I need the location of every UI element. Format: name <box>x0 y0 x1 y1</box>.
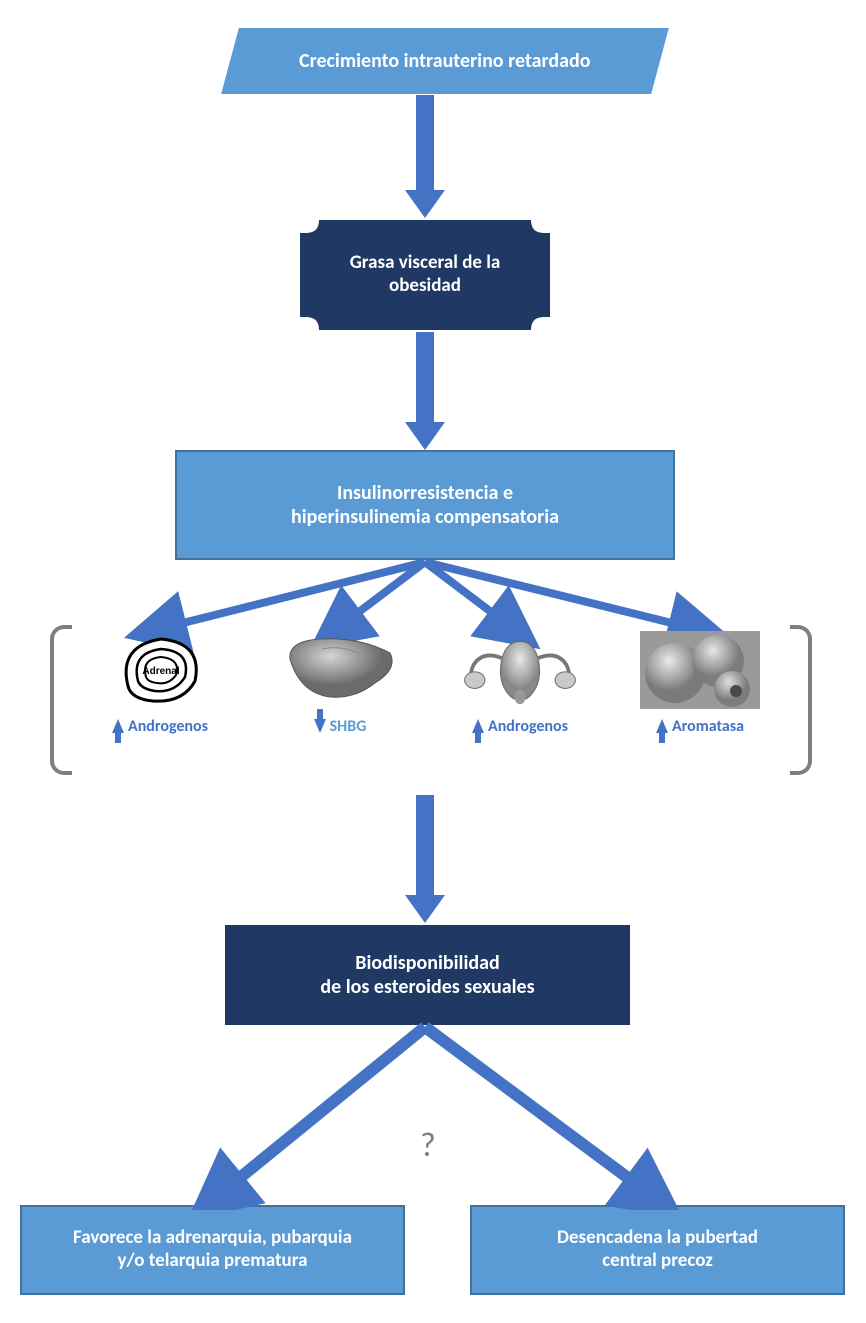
svg-text:Adrenal: Adrenal <box>142 666 179 677</box>
bracket-right <box>790 625 812 775</box>
organ-ovary-icon <box>460 630 580 710</box>
down-arrow-icon <box>314 719 326 733</box>
organ-liver-label: SHBG <box>314 714 367 738</box>
node-label: Desencadena la pubertad central precoz <box>557 1227 758 1273</box>
organ-row: Adrenal Androgenos SHBG <box>70 630 790 738</box>
question-mark: ? <box>420 1125 436 1166</box>
organ-adipose-icon <box>640 630 760 710</box>
organ-liver: SHBG <box>265 630 415 738</box>
organ-adipose-label: Aromatasa <box>656 714 744 738</box>
organ-adrenal: Adrenal Androgenos <box>85 630 235 738</box>
arrows-bifurcation <box>0 0 866 1210</box>
organ-adrenal-icon: Adrenal <box>100 630 220 710</box>
organ-ovary-label: Androgenos <box>472 714 568 738</box>
node-central-puberty: Desencadena la pubertad central precoz <box>470 1205 845 1295</box>
organ-ovary: Androgenos <box>445 630 595 738</box>
organ-liver-icon <box>280 630 400 710</box>
bracket-left <box>50 625 72 775</box>
organ-adrenal-label: Androgenos <box>112 714 208 738</box>
node-adrenarche: Favorece la adrenarquia, pubarquia y/o t… <box>20 1205 405 1295</box>
node-label: Favorece la adrenarquia, pubarquia y/o t… <box>73 1227 352 1273</box>
organ-adipose: Aromatasa <box>625 630 775 738</box>
up-arrow-icon <box>656 719 668 733</box>
up-arrow-icon <box>112 719 124 733</box>
up-arrow-icon <box>472 719 484 733</box>
